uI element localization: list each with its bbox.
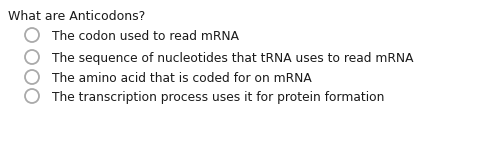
Text: The codon used to read mRNA: The codon used to read mRNA	[52, 30, 239, 43]
Circle shape	[25, 70, 39, 84]
Text: What are Anticodons?: What are Anticodons?	[8, 10, 145, 23]
Circle shape	[25, 28, 39, 42]
Text: The sequence of nucleotides that tRNA uses to read mRNA: The sequence of nucleotides that tRNA us…	[52, 52, 413, 65]
Text: The transcription process uses it for protein formation: The transcription process uses it for pr…	[52, 91, 384, 104]
Circle shape	[25, 50, 39, 64]
Text: The amino acid that is coded for on mRNA: The amino acid that is coded for on mRNA	[52, 72, 312, 85]
Circle shape	[25, 89, 39, 103]
